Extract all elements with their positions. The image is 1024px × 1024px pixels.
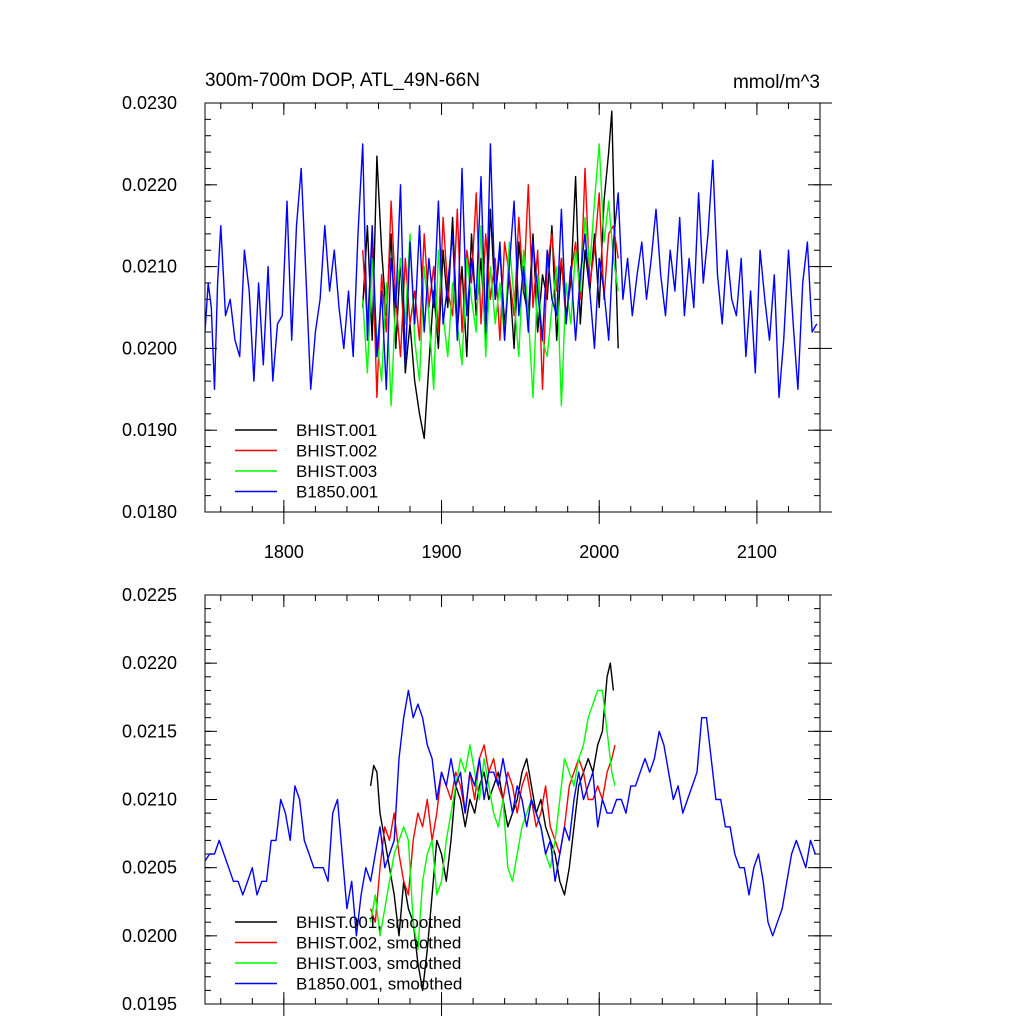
y-tick-label: 0.0230 — [122, 93, 177, 113]
legend-label: BHIST.002, smoothed — [296, 934, 461, 953]
series-line-bhist-003 — [362, 143, 619, 407]
series-line-b1850-001-smoothed — [205, 689, 816, 937]
y-tick-label: 0.0200 — [122, 926, 177, 946]
legend-label: BHIST.001, smoothed — [296, 913, 461, 932]
y-tick-label: 0.0210 — [122, 790, 177, 810]
top-panel: 300m-700m DOP, ATL_49N-66N mmol/m^3 1800… — [122, 70, 832, 562]
series-group — [205, 662, 816, 992]
y-tick-label: 0.0215 — [122, 721, 177, 741]
x-tick-label: 2100 — [737, 542, 777, 562]
x-tick-label: 1800 — [264, 542, 304, 562]
x-tick-label: 2000 — [579, 542, 619, 562]
y-tick-label: 0.0210 — [122, 257, 177, 277]
y-tick-label: 0.0190 — [122, 420, 177, 440]
legend-label: BHIST.001 — [296, 421, 377, 440]
y-tick-label: 0.0200 — [122, 338, 177, 358]
series-line-b1850-001 — [205, 143, 818, 399]
series-line-bhist-002 — [362, 167, 619, 399]
legend-label: BHIST.003 — [296, 462, 377, 481]
legend-label: B1850.001, smoothed — [296, 975, 462, 994]
legend-label: BHIST.002 — [296, 442, 377, 461]
y-tick-label: 0.0205 — [122, 858, 177, 878]
top-plot-area: 1800 1900 2000 2100 0.0180 0.0190 0.0200 0.0210… — [122, 93, 832, 562]
chart-title: 300m-700m DOP, ATL_49N-66N — [205, 70, 480, 91]
series-line-bhist-001 — [362, 110, 619, 440]
series-line-bhist-002-smoothed — [369, 744, 616, 923]
bottom-plot-area: 0.0195 0.0200 0.0205 0.0210 0.0215 0.0220 0.02… — [122, 585, 832, 1016]
y-tick-label: 0.0225 — [122, 585, 177, 605]
bottom-panel: 0.0195 0.0200 0.0205 0.0210 0.0215 0.0220 0.02… — [122, 585, 832, 1016]
plot-frame — [204, 102, 821, 513]
legend-label: BHIST.003, smoothed — [296, 954, 461, 973]
x-tick-label: 1900 — [422, 542, 462, 562]
series-group — [205, 110, 818, 440]
units-label: mmol/m^3 — [733, 72, 820, 93]
series-line-bhist-001-smoothed — [369, 662, 615, 992]
series-line-bhist-003-smoothed — [369, 689, 616, 951]
y-tick-label: 0.0195 — [122, 994, 177, 1014]
y-tick-label: 0.0180 — [122, 502, 177, 522]
y-tick-label: 0.0220 — [122, 653, 177, 673]
legend-label: B1850.001 — [296, 483, 378, 502]
y-tick-label: 0.0220 — [122, 175, 177, 195]
